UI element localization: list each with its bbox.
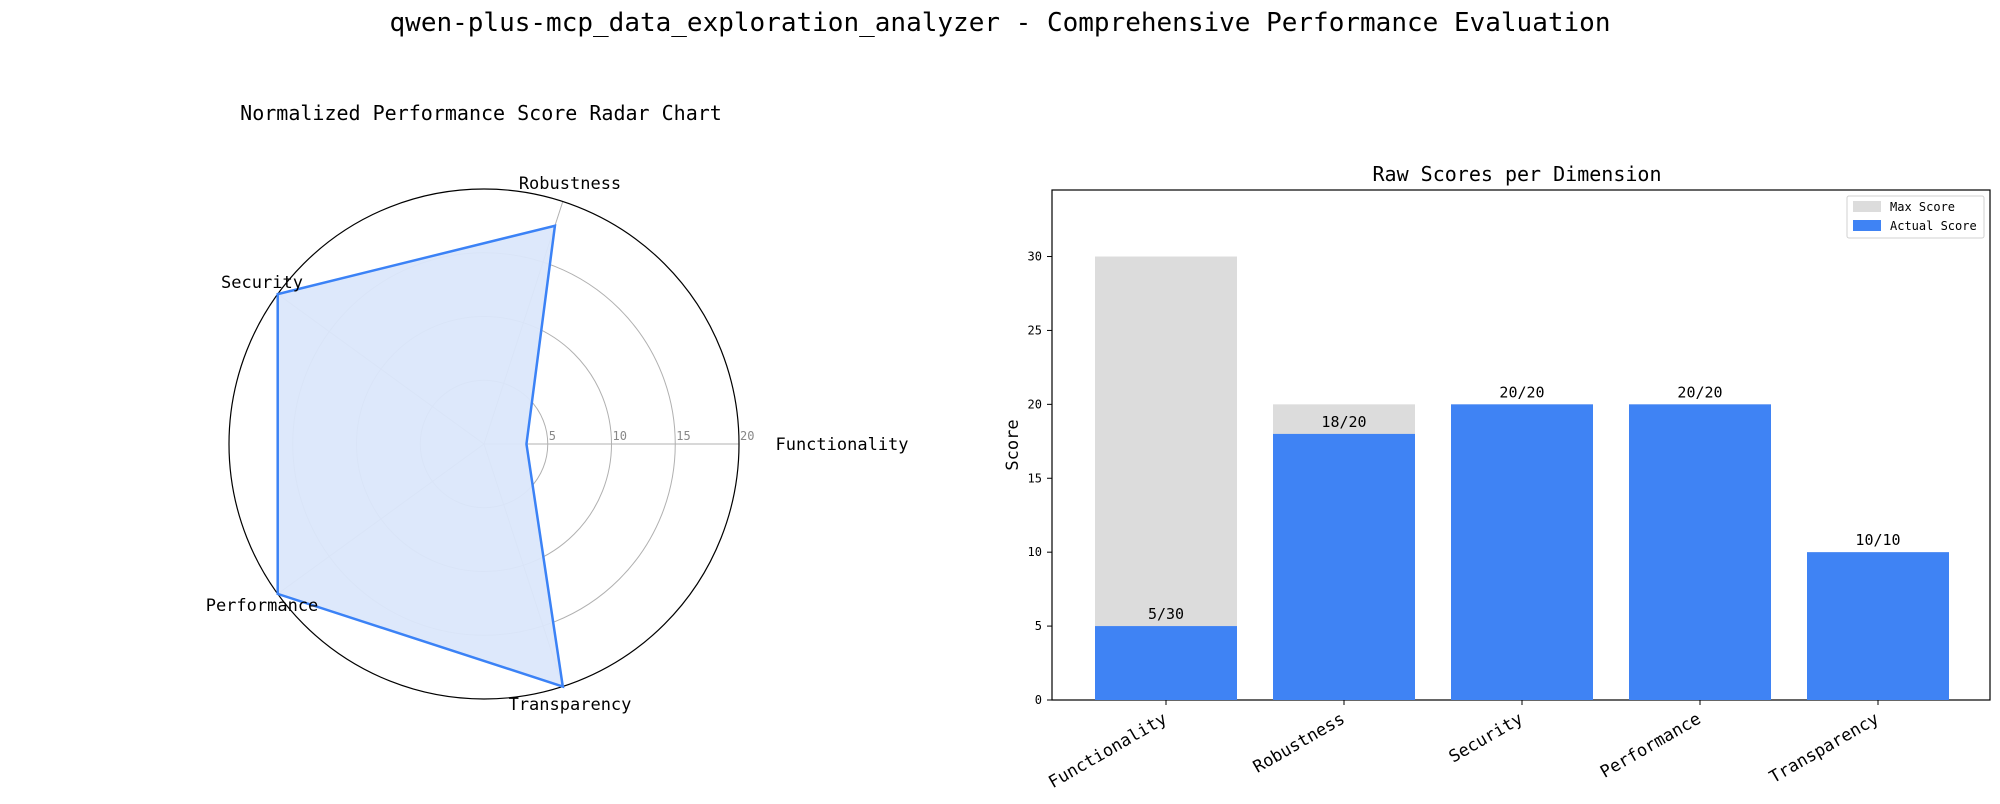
legend-box [1846, 195, 1985, 239]
bar-actual-score [1629, 404, 1771, 700]
radar-chart: Normalized Performance Score Radar Chart… [206, 101, 909, 715]
y-axis-label: Score [1003, 419, 1023, 470]
bar-data-label: 10/10 [1855, 531, 1900, 549]
x-tick-label: Security [1446, 709, 1527, 767]
radar-axis-label: Security [221, 273, 303, 293]
x-tick-label: Performance [1597, 709, 1705, 783]
y-tick-label: 5 [1035, 619, 1042, 633]
radar-axis-label: Transparency [509, 695, 632, 715]
y-tick-label: 20 [1028, 397, 1042, 411]
legend-swatch [1853, 201, 1881, 212]
legend-label: Max Score [1890, 200, 1955, 214]
radar-outer-circle [228, 188, 740, 700]
bar-actual-score [1451, 404, 1593, 700]
y-tick-label: 25 [1028, 323, 1042, 337]
radar-tick-label: 5 [549, 429, 556, 443]
bar-data-label: 20/20 [1499, 383, 1544, 401]
radar-axis-label: Robustness [519, 174, 621, 194]
legend-swatch [1853, 220, 1881, 231]
radar-axis-label: Functionality [775, 435, 908, 455]
radar-tick-label: 20 [740, 429, 754, 443]
bar-data-label: 5/30 [1148, 605, 1184, 623]
x-tick-label: Functionality [1045, 709, 1170, 793]
y-tick-label: 0 [1035, 693, 1042, 707]
radar-series-area [277, 225, 563, 687]
x-tick-label: Robustness [1250, 709, 1349, 778]
radar-tick-label: 15 [676, 429, 690, 443]
bar-actual-score [1273, 433, 1415, 700]
y-tick-label: 15 [1028, 471, 1042, 485]
legend-label: Actual Score [1890, 219, 1977, 233]
radar-chart-title: Normalized Performance Score Radar Chart [240, 101, 722, 125]
radar-tick-label: 10 [613, 429, 627, 443]
radar-axis-label: Performance [206, 596, 319, 616]
bar-chart: Raw Scores per Dimension Score 0 5 10 15 20 2… [1003, 162, 1991, 793]
bar-data-label: 18/20 [1321, 413, 1366, 431]
legend: Max Score Actual Score [1846, 195, 1985, 239]
y-tick-label: 30 [1028, 250, 1042, 264]
bar-data-label: 20/20 [1677, 383, 1722, 401]
y-tick-label: 10 [1028, 545, 1042, 559]
bar-chart-title: Raw Scores per Dimension [1373, 162, 1662, 186]
x-tick-label: Transparency [1766, 709, 1882, 788]
radar-series-line [276, 224, 565, 689]
figure-title: qwen-plus-mcp_data_exploration_analyzer … [389, 8, 1611, 38]
bar-actual-score [1095, 626, 1237, 700]
bar-actual-score [1807, 552, 1949, 700]
